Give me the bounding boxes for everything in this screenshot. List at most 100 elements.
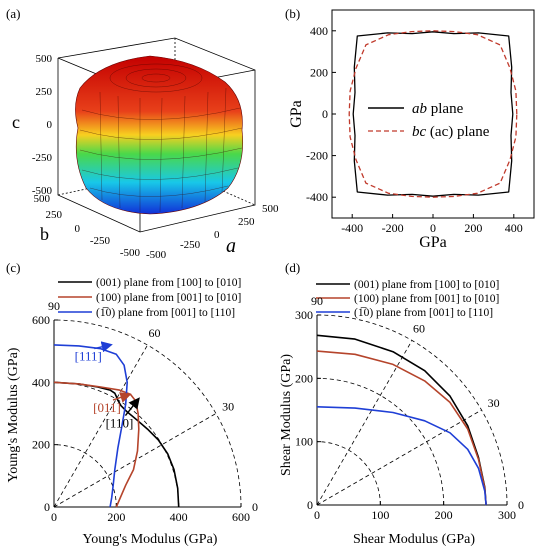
- d-series-100: [316, 350, 487, 506]
- panel-a-b-ticks: 500 250 0 -250 -500: [34, 193, 141, 259]
- a-b-tick: -500: [120, 247, 141, 259]
- a-axis-label-b: b: [40, 224, 49, 244]
- d-ring: [316, 377, 445, 506]
- b-x-tick-label: 400: [505, 221, 523, 235]
- c-annotation-label: [011]: [93, 400, 121, 415]
- panel-d-series: [316, 334, 487, 506]
- panel-d-label: (d): [285, 260, 300, 275]
- d-x-tick-label: 0: [314, 508, 320, 522]
- panel-b: (b) -400 -200 0 200 400 -400 -200 0 200 400 GPa G…: [285, 6, 535, 251]
- panel-b-ylabel: GPa: [288, 100, 305, 128]
- c-angle-label: 0: [252, 500, 258, 514]
- panel-b-label: (b): [285, 6, 300, 21]
- panel-a-a-ticks: 500 250 0 -250 -500: [146, 203, 279, 261]
- d-y-tick-label: 300: [295, 308, 313, 322]
- c-annotation-arrow: [112, 392, 132, 403]
- b-x-tick-label: -400: [341, 221, 363, 235]
- c-angle-label: 60: [149, 326, 161, 340]
- a-z-tick: 500: [36, 53, 53, 65]
- d-ring: [316, 441, 381, 506]
- c-annotation-label: [110]: [106, 416, 134, 431]
- a-b-tick: 250: [46, 209, 63, 221]
- d-series-110: [316, 406, 487, 506]
- d-angle-label: 90: [311, 294, 323, 308]
- a-axis-label-c: c: [12, 112, 20, 132]
- legend-label-d-001: (001) plane from [100] to [010]: [354, 279, 499, 291]
- c-y-tick-label: 200: [32, 438, 50, 452]
- a-a-tick: -250: [180, 239, 201, 251]
- b-y-tick-label: -200: [306, 149, 328, 163]
- panel-a: (a): [6, 6, 279, 261]
- a-z-tick: -500: [32, 185, 53, 197]
- c-y-tick-label: 600: [32, 313, 50, 327]
- panel-d-xlabel: Shear Modulus (GPa): [353, 532, 475, 547]
- panel-c-ylabel: Young's Modulus (GPa): [6, 347, 21, 482]
- d-y-tick-label: 200: [295, 371, 313, 385]
- panel-c-xlabel: Young's Modulus (GPa): [83, 532, 218, 547]
- c-annotation-arrow: [124, 397, 140, 416]
- legend-label-d-100: (100) plane from [001] to [010]: [354, 293, 499, 305]
- c-annotation-arrow: [94, 341, 113, 353]
- a-b-tick: 0: [75, 223, 81, 235]
- panel-d-ylabel: Shear Modulus (GPa): [279, 354, 294, 476]
- c-annotation-label: [111]: [75, 349, 102, 364]
- c-radial: [53, 344, 148, 508]
- d-angle-label: 30: [488, 396, 500, 410]
- b-x-tick-label: 0: [430, 221, 436, 235]
- legend-label-c-100: (100) plane from [001] to [010]: [96, 292, 241, 304]
- panel-c-annotations: [111] [011][110]: [75, 341, 140, 431]
- d-x-tick-label: 200: [435, 508, 453, 522]
- c-x-tick-label: 400: [170, 510, 188, 524]
- b-y-tick-label: 200: [310, 65, 328, 79]
- a-a-tick: 250: [238, 216, 255, 228]
- d-angle-label: 60: [413, 321, 425, 335]
- panel-c: (c) (001) plane from [100] to [010] (100…: [6, 260, 258, 547]
- panel-b-ticks: -400 -200 0 200 400 -400 -200 0 200 400: [306, 24, 523, 235]
- d-ring: [316, 314, 508, 506]
- c-y-tick-label: 0: [44, 500, 50, 514]
- b-x-tick-label: 200: [464, 221, 482, 235]
- panel-b-xlabel: GPa: [419, 234, 447, 251]
- a-z-tick: 0: [47, 119, 53, 131]
- panel-a-label: (a): [6, 6, 20, 21]
- a-axis-label-a: a: [226, 235, 236, 257]
- c-angle-label: 30: [222, 400, 234, 414]
- a-a-tick: 0: [214, 229, 220, 241]
- panel-c-legend: (001) plane from [100] to [010] (100) pl…: [58, 277, 241, 319]
- b-y-tick-label: -400: [306, 190, 328, 204]
- a-a-tick: -500: [146, 249, 167, 261]
- c-x-tick-label: 600: [232, 510, 250, 524]
- c-x-tick-label: 200: [107, 510, 125, 524]
- d-x-tick-label: 300: [498, 508, 516, 522]
- legend-label-bc: bc (ac) plane: [412, 124, 490, 140]
- c-angle-label: 90: [48, 299, 60, 313]
- a-z-tick: -250: [32, 152, 53, 164]
- panel-c-label: (c): [6, 260, 20, 275]
- b-y-tick-label: 0: [322, 107, 328, 121]
- elastic-surface: [75, 55, 243, 215]
- legend-label-d-110: (1̅0) plane from [001] to [110]: [354, 306, 493, 319]
- panel-b-series: [348, 30, 518, 198]
- c-x-tick-label: 0: [51, 510, 57, 524]
- a-a-tick: 500: [262, 203, 279, 215]
- panel-a-z-ticks: 500 250 0 -250 -500: [32, 53, 53, 197]
- c-ring: [53, 381, 180, 508]
- legend-label-ab: ab plane: [412, 101, 464, 117]
- panel-b-legend: ab plane bc (ac) plane: [368, 101, 490, 140]
- d-radial: [316, 409, 482, 506]
- panel-d-legend: (001) plane from [100] to [010] (100) pl…: [316, 279, 499, 319]
- series-ab-plane: [352, 31, 514, 197]
- legend-label-c-110: (1̅0) plane from [001] to [110]: [96, 306, 235, 319]
- a-b-tick: 500: [34, 193, 51, 205]
- d-angle-label: 0: [518, 498, 524, 512]
- a-z-tick: 250: [36, 86, 53, 98]
- d-y-tick-label: 0: [307, 498, 313, 512]
- a-b-tick: -250: [90, 235, 111, 247]
- d-series-001: [316, 334, 487, 506]
- panel-d: (d) (001) plane from [100] to [010] (100…: [279, 260, 524, 547]
- d-x-tick-label: 100: [371, 508, 389, 522]
- c-ring: [53, 444, 117, 508]
- b-x-tick-label: -200: [382, 221, 404, 235]
